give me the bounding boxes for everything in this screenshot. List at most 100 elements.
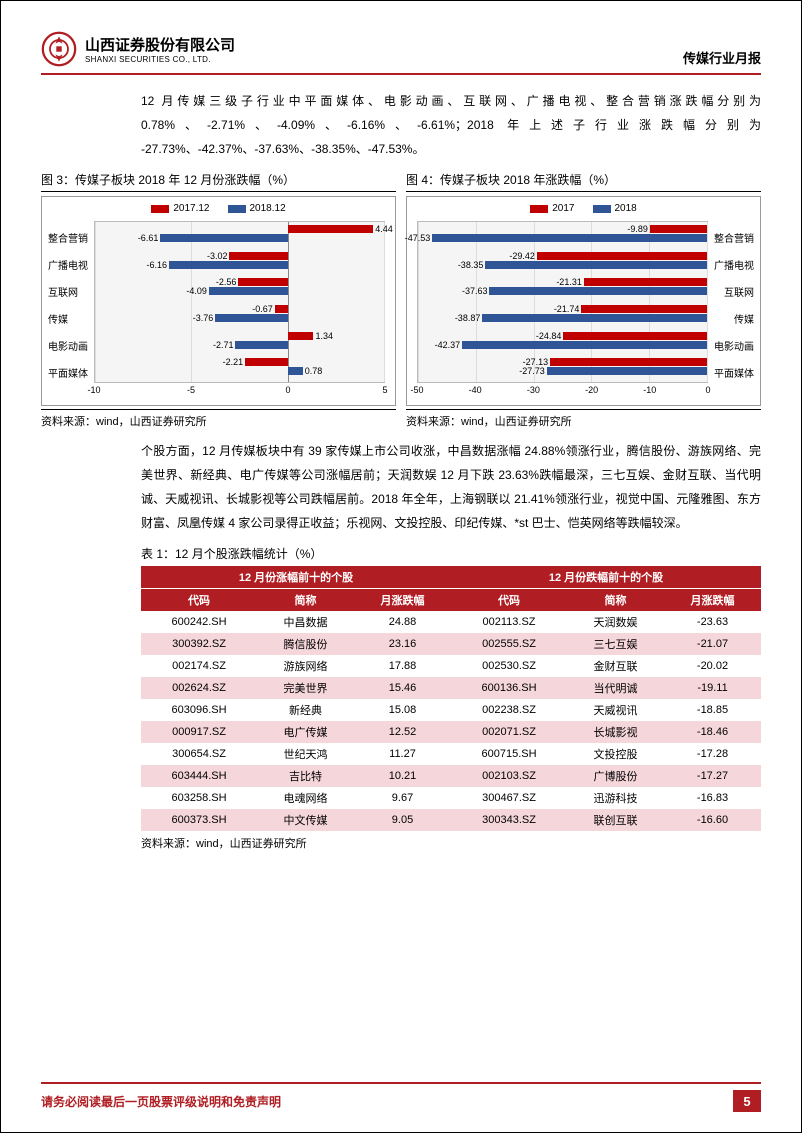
bar-value-label: -0.67 bbox=[252, 304, 273, 314]
bar bbox=[238, 278, 287, 286]
table-cell: 600242.SH bbox=[141, 611, 257, 633]
chart-4: 图 4：传媒子板块 2018 年涨跌幅（%） 20172018-9.89-47.… bbox=[406, 171, 761, 429]
bar bbox=[288, 367, 303, 375]
table-cell: 中昌数据 bbox=[257, 611, 354, 633]
table-cell: 新经典 bbox=[257, 699, 354, 721]
bar bbox=[209, 287, 288, 295]
table-row: 603258.SH电魂网络9.67300467.SZ迅游科技-16.83 bbox=[141, 787, 761, 809]
table-cell: 603096.SH bbox=[141, 699, 257, 721]
table-cell: 电魂网络 bbox=[257, 787, 354, 809]
bar-value-label: 1.34 bbox=[315, 331, 333, 341]
table-cell: 600136.SH bbox=[451, 677, 567, 699]
category-label: 整合营销 bbox=[48, 230, 88, 245]
table-cell: 金财互联 bbox=[567, 655, 664, 677]
table-cell: 002103.SZ bbox=[451, 765, 567, 787]
bar bbox=[550, 358, 707, 366]
table-cell: 002071.SZ bbox=[451, 721, 567, 743]
bar bbox=[235, 341, 287, 349]
category-label: 平面媒体 bbox=[714, 365, 754, 380]
bar bbox=[215, 314, 287, 322]
table-cell: 12.52 bbox=[354, 721, 451, 743]
table-header-group-right: 12 月份跌幅前十的个股 bbox=[451, 566, 761, 589]
bar-value-label: -6.61 bbox=[138, 233, 159, 243]
table-cell: 600373.SH bbox=[141, 809, 257, 831]
bar-value-label: -29.42 bbox=[509, 251, 535, 261]
table-row: 002174.SZ游族网络17.88002530.SZ金财互联-20.02 bbox=[141, 655, 761, 677]
table-cell: 游族网络 bbox=[257, 655, 354, 677]
table-1-title: 表 1：12 月个股涨跌幅统计（%） bbox=[141, 545, 761, 562]
table-cell: -23.63 bbox=[664, 611, 761, 633]
bar bbox=[275, 305, 288, 313]
table-cell: -21.07 bbox=[664, 633, 761, 655]
table-cell: -17.27 bbox=[664, 765, 761, 787]
chart-3: 图 3：传媒子板块 2018 年 12 月份涨跌幅（%） 2017.122018… bbox=[41, 171, 396, 429]
bar-value-label: -2.21 bbox=[223, 357, 244, 367]
bar-value-label: -9.89 bbox=[627, 224, 648, 234]
table-cell: 9.05 bbox=[354, 809, 451, 831]
chart-legend: 2017.122018.12 bbox=[48, 203, 389, 214]
table-cell: 电广传媒 bbox=[257, 721, 354, 743]
table-row: 600373.SH中文传媒9.05300343.SZ联创互联-16.60 bbox=[141, 809, 761, 831]
table-column-header: 代码 bbox=[141, 589, 257, 612]
bar-value-label: -38.35 bbox=[458, 260, 484, 270]
table-cell: 15.08 bbox=[354, 699, 451, 721]
table-cell: 002238.SZ bbox=[451, 699, 567, 721]
category-label: 传媒 bbox=[734, 311, 754, 326]
table-cell: 300654.SZ bbox=[141, 743, 257, 765]
table-cell: 23.16 bbox=[354, 633, 451, 655]
bar-value-label: 4.44 bbox=[375, 224, 393, 234]
category-label: 互联网 bbox=[724, 284, 754, 299]
legend-item: 2017 bbox=[530, 203, 574, 214]
table-cell: 11.27 bbox=[354, 743, 451, 765]
category-label: 电影动画 bbox=[714, 338, 754, 353]
table-cell: 000917.SZ bbox=[141, 721, 257, 743]
plot-region: -9.89-47.53-29.42-38.35-21.31-37.63-21.7… bbox=[417, 221, 708, 383]
table-cell: 17.88 bbox=[354, 655, 451, 677]
table-cell: 300467.SZ bbox=[451, 787, 567, 809]
table-cell: 迅游科技 bbox=[567, 787, 664, 809]
table-1-source: 资料来源：wind，山西证券研究所 bbox=[141, 835, 761, 851]
table-cell: -16.83 bbox=[664, 787, 761, 809]
table-cell: 002530.SZ bbox=[451, 655, 567, 677]
chart-legend: 20172018 bbox=[413, 203, 754, 214]
table-cell: -18.46 bbox=[664, 721, 761, 743]
table-column-header: 简称 bbox=[567, 589, 664, 612]
bar bbox=[229, 252, 287, 260]
table-cell: 三七互娱 bbox=[567, 633, 664, 655]
bar bbox=[650, 225, 707, 233]
bar-value-label: -37.63 bbox=[462, 286, 488, 296]
table-cell: 文投控股 bbox=[567, 743, 664, 765]
bar-value-label: -6.16 bbox=[146, 260, 167, 270]
bar-value-label: -38.87 bbox=[455, 313, 481, 323]
table-cell: 吉比特 bbox=[257, 765, 354, 787]
table-header-group-left: 12 月份涨幅前十的个股 bbox=[141, 566, 451, 589]
logo-block: 山西证券股份有限公司 SHANXI SECURITIES CO., LTD. bbox=[41, 31, 235, 67]
table-cell: 中文传媒 bbox=[257, 809, 354, 831]
table-cell: 002624.SZ bbox=[141, 677, 257, 699]
bar-value-label: -42.37 bbox=[435, 340, 461, 350]
table-cell: 603444.SH bbox=[141, 765, 257, 787]
bar-value-label: 0.78 bbox=[305, 366, 323, 376]
bar-value-label: -2.71 bbox=[213, 340, 234, 350]
bar-value-label: -27.73 bbox=[519, 366, 545, 376]
bar bbox=[537, 252, 707, 260]
category-label: 广播电视 bbox=[48, 257, 88, 272]
bar bbox=[482, 314, 707, 322]
category-label: 电影动画 bbox=[48, 338, 88, 353]
category-label: 广播电视 bbox=[714, 257, 754, 272]
table-row: 600242.SH中昌数据24.88002113.SZ天润数娱-23.63 bbox=[141, 611, 761, 633]
bar bbox=[432, 234, 707, 242]
category-label: 传媒 bbox=[48, 311, 68, 326]
company-name-en: SHANXI SECURITIES CO., LTD. bbox=[85, 55, 235, 64]
category-label: 平面媒体 bbox=[48, 365, 88, 380]
legend-item: 2018.12 bbox=[228, 203, 286, 214]
table-row: 300654.SZ世纪天鸿11.27600715.SH文投控股-17.28 bbox=[141, 743, 761, 765]
chart-4-source: 资料来源：wind，山西证券研究所 bbox=[406, 409, 761, 429]
bar-value-label: -3.02 bbox=[207, 251, 228, 261]
x-axis: -10-505 bbox=[94, 385, 385, 399]
table-cell: 天威视讯 bbox=[567, 699, 664, 721]
table-row: 002624.SZ完美世界15.46600136.SH当代明诚-19.11 bbox=[141, 677, 761, 699]
page-number: 5 bbox=[733, 1090, 761, 1112]
table-cell: 002174.SZ bbox=[141, 655, 257, 677]
table-1: 12 月份涨幅前十的个股 12 月份跌幅前十的个股 代码简称月涨跌幅代码简称月涨… bbox=[141, 566, 761, 831]
